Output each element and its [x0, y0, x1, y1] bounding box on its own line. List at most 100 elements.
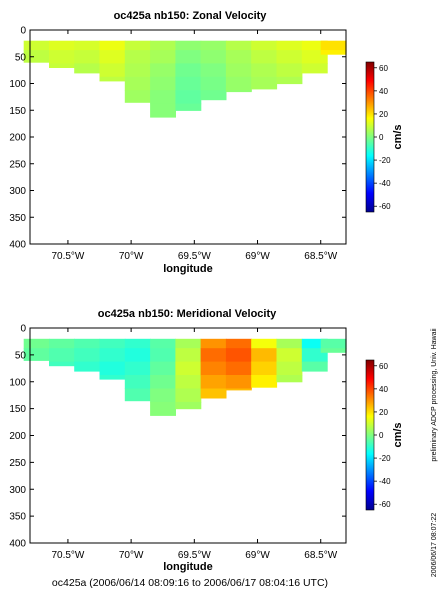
heatmap-cell	[150, 50, 176, 65]
heatmap-cell	[200, 90, 227, 101]
heatmap-cell	[200, 388, 227, 399]
colorbar-tick-label: 20	[379, 408, 388, 417]
heatmap-cell	[74, 63, 101, 74]
heatmap-cell	[175, 63, 202, 78]
heatmap-cell	[200, 348, 227, 363]
heatmap-cell	[276, 76, 303, 85]
heatmap-cell	[225, 90, 252, 93]
heatmap-cell	[99, 338, 126, 349]
heatmap-cell	[124, 63, 151, 78]
y-tick-label: 250	[9, 458, 26, 469]
heatmap-cell	[49, 348, 75, 363]
zonal-velocity-panel: oc425a nb150: Zonal Velocity 0 50 100 150 20…	[9, 10, 404, 275]
heatmap-cell	[175, 348, 202, 363]
heatmap-cell	[276, 338, 303, 349]
heatmap-cell	[150, 361, 176, 376]
heatmap-cell	[251, 375, 278, 388]
heatmap-cell	[150, 76, 176, 91]
heatmap-cell	[23, 348, 50, 361]
heatmap-cell	[320, 338, 347, 349]
x-tick-label: 69°W	[245, 251, 270, 262]
heatmap-cell	[150, 375, 176, 389]
x-tick-label: 70.5°W	[51, 550, 84, 561]
x-axis-label: longitude	[163, 263, 213, 275]
y-tick-label: 300	[9, 485, 26, 496]
x-tick-label: 69.5°W	[178, 251, 211, 262]
heatmap-cell	[124, 348, 151, 363]
heatmap-cell	[99, 40, 126, 51]
heatmap-cell	[276, 361, 303, 376]
heatmap-cell	[251, 50, 278, 65]
y-tick-label: 100	[9, 79, 26, 90]
y-tick-label: 150	[9, 106, 26, 117]
y-tick-label: 0	[20, 26, 26, 37]
y-tick-label: 400	[9, 539, 26, 550]
heatmap-cell	[150, 388, 176, 403]
zonal-heatmap-cells	[23, 40, 347, 118]
colorbar-ticks: -60 -40 -20 0 20 40 60	[374, 64, 391, 211]
colorbar-tick-label: 60	[379, 362, 388, 371]
heatmap-cell	[124, 76, 151, 91]
x-axis-label: longitude	[163, 561, 213, 573]
heatmap-cell	[74, 40, 101, 51]
colorbar-tick-label: 20	[379, 110, 388, 119]
heatmap-cell	[251, 338, 278, 349]
axes: 0 50 100 150 200 250 300 350 400 70.5°W 70°W 69.5°W…	[9, 26, 346, 262]
y-tick-label: 100	[9, 377, 26, 388]
heatmap-cell	[49, 50, 75, 65]
heatmap-cell	[251, 63, 278, 78]
heatmap-cell	[74, 348, 101, 363]
x-tick-label: 69.5°W	[178, 550, 211, 561]
heatmap-cell	[200, 338, 227, 349]
heatmap-cell	[276, 63, 303, 78]
meridional-heatmap-cells	[23, 338, 347, 416]
heatmap-cell	[175, 76, 202, 91]
heatmap-cell	[276, 40, 303, 51]
y-tick-label: 200	[9, 431, 26, 442]
heatmap-cell	[99, 76, 126, 82]
x-tick-label: 70°W	[119, 550, 144, 561]
heatmap-cell	[276, 348, 303, 363]
colorbar-label: cm/s	[392, 124, 404, 149]
heatmap-cell	[301, 338, 328, 349]
y-tick-label: 0	[20, 324, 26, 335]
processing-timestamp: 2006/06/17 08:07:22	[431, 513, 438, 577]
heatmap-cell	[200, 375, 227, 389]
heatmap-cell	[99, 63, 126, 78]
colorbar-tick-label: -60	[379, 500, 391, 509]
heatmap-cell	[124, 375, 151, 389]
colorbar-tick-label: 60	[379, 64, 388, 73]
y-tick-label: 50	[15, 350, 27, 361]
heatmap-cell	[200, 50, 227, 65]
heatmap-cell	[99, 348, 126, 363]
y-tick-label: 350	[9, 512, 26, 523]
heatmap-cell	[175, 50, 202, 65]
heatmap-cell	[124, 90, 151, 103]
heatmap-cell	[150, 348, 176, 363]
heatmap-cell	[150, 63, 176, 78]
x-tick-label: 69°W	[245, 550, 270, 561]
colorbar-tick-label: 40	[379, 385, 388, 394]
heatmap-cell	[49, 63, 75, 68]
heatmap-cell	[320, 348, 347, 353]
heatmap-cell	[150, 40, 176, 51]
meridional-velocity-panel: oc425a nb150: Meridional Velocity 0 50 100…	[9, 308, 404, 573]
x-tick-label: 70°W	[119, 251, 144, 262]
heatmap-cell	[175, 401, 202, 410]
colorbar-tick-label: -40	[379, 477, 391, 486]
heatmap-cell	[175, 90, 202, 105]
y-tick-label: 50	[15, 52, 27, 63]
heatmap-cell	[124, 388, 151, 402]
heatmap-cell	[200, 63, 227, 78]
heatmap-cell	[49, 361, 75, 367]
heatmap-cell	[99, 361, 126, 376]
heatmap-cell	[251, 348, 278, 363]
x-tick-label: 68.5°W	[304, 251, 337, 262]
heatmap-cell	[23, 40, 50, 51]
heatmap-cell	[225, 50, 252, 65]
colorbar	[365, 359, 375, 511]
colorbar-tick-label: -40	[379, 179, 391, 188]
heatmap-cell	[301, 40, 328, 51]
heatmap-cell	[175, 388, 202, 403]
